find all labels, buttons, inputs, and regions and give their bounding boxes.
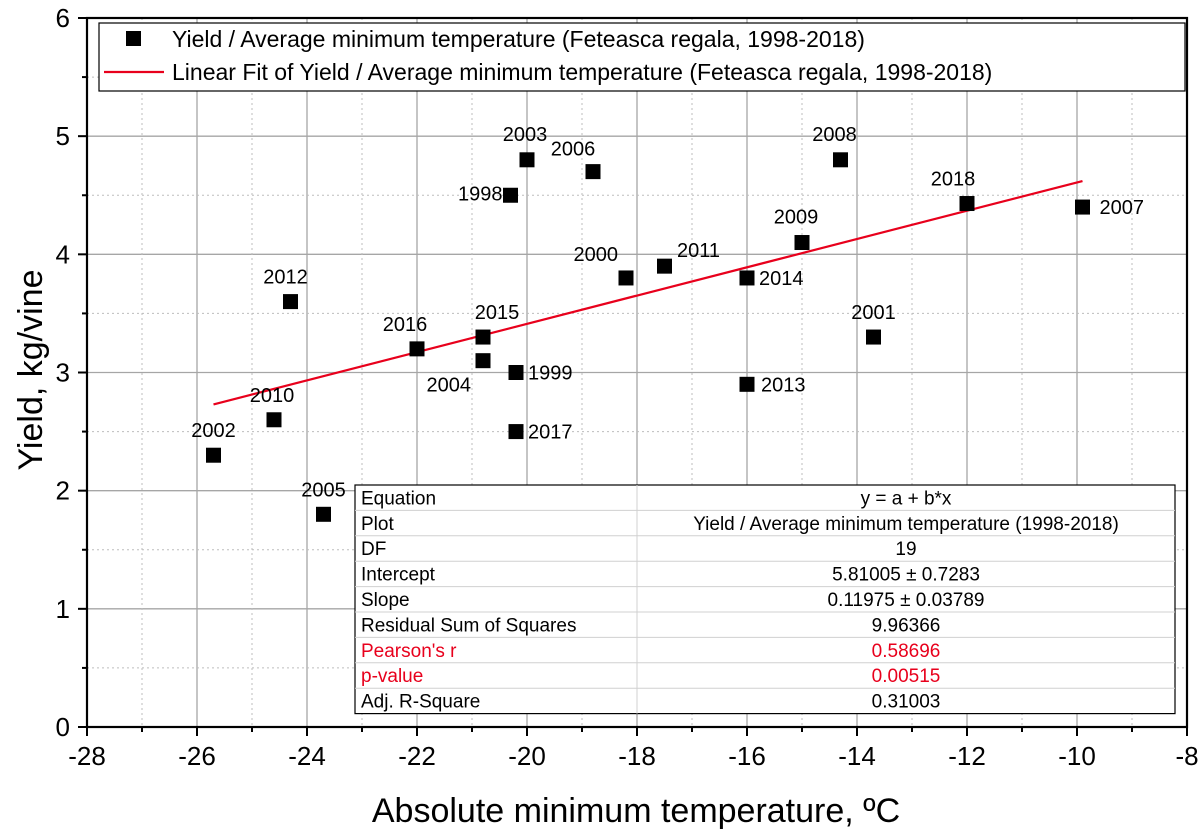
- x-tick-label: -26: [178, 741, 216, 771]
- y-tick-label: 5: [56, 121, 70, 151]
- data-point-1998: [503, 187, 518, 203]
- point-label-2007: 2007: [1100, 197, 1145, 219]
- y-axis-title: Yield, kg/vine: [12, 270, 50, 471]
- stats-label: Residual Sum of Squares: [361, 615, 576, 636]
- data-points: 1998 1999 2000 2001 2002 2003 2004 2005 2006 2007…: [191, 124, 1144, 522]
- x-tick-label: -12: [948, 741, 986, 771]
- point-label-2006: 2006: [551, 139, 596, 161]
- point-label-1999: 1999: [528, 363, 573, 385]
- stats-label: Pearson's r: [361, 641, 457, 662]
- point-label-2010: 2010: [250, 385, 295, 407]
- point-label-2015: 2015: [475, 302, 520, 324]
- data-point-2008: [833, 152, 848, 168]
- stats-value: 0.58696: [872, 641, 941, 662]
- stats-value: 0.31003: [872, 692, 941, 713]
- point-label-2000: 2000: [574, 244, 619, 266]
- point-label-2017: 2017: [528, 422, 573, 444]
- data-point-2009: [794, 235, 810, 251]
- x-tick-label: -24: [288, 741, 326, 771]
- x-tick-label: -16: [728, 741, 766, 771]
- point-label-2002: 2002: [191, 420, 236, 442]
- y-tick-label: 1: [56, 594, 70, 624]
- point-label-2005: 2005: [301, 479, 346, 501]
- x-tick-label: -8: [1175, 741, 1198, 771]
- point-label-2004: 2004: [427, 375, 472, 397]
- stats-value: y = a + b*x: [861, 488, 952, 509]
- fit-line-layer: [213, 180, 1083, 406]
- data-point-2002: [206, 447, 221, 463]
- data-point-2007: [1075, 199, 1090, 215]
- legend-label-fit: Linear Fit of Yield / Average minimum te…: [172, 59, 992, 85]
- data-point-2003: [519, 152, 535, 168]
- stats-value: Yield / Average minimum temperature (199…: [693, 514, 1119, 535]
- data-point-2010: [266, 412, 282, 428]
- x-tick-label: -20: [508, 741, 546, 771]
- y-tick-label: 4: [56, 239, 70, 269]
- legend-label-scatter: Yield / Average minimum temperature (Fet…: [172, 26, 865, 52]
- x-tick-label: -22: [398, 741, 436, 771]
- point-label-2009: 2009: [774, 207, 819, 229]
- stats-value: 0.00515: [872, 666, 941, 687]
- stats-label: Equation: [361, 488, 436, 509]
- legend-box: [98, 22, 1186, 92]
- stats-table-frame: [354, 484, 1176, 715]
- x-tick-label: -14: [838, 741, 876, 771]
- data-point-2017: [508, 424, 524, 440]
- data-point-2004: [475, 353, 491, 369]
- stats-label: Plot: [361, 514, 394, 535]
- data-point-2012: [283, 294, 298, 310]
- point-label-2016: 2016: [383, 314, 428, 336]
- point-label-2012: 2012: [263, 267, 308, 289]
- data-point-2005: [316, 506, 331, 522]
- stats-label: Adj. R-Square: [361, 692, 480, 713]
- point-label-2001: 2001: [851, 302, 896, 324]
- legend: Yield / Average minimum temperature (Fet…: [98, 22, 1186, 92]
- data-point-2006: [585, 164, 601, 180]
- point-label-2018: 2018: [931, 169, 976, 191]
- y-tick-label: 0: [56, 712, 70, 742]
- y-tick-label: 6: [56, 3, 70, 33]
- stats-value: 5.81005 ± 0.7283: [832, 565, 980, 586]
- x-tick-label: -18: [618, 741, 656, 771]
- data-point-2013: [739, 376, 755, 392]
- stats-table: Equation y = a + b*x Plot Yield / Average m…: [354, 484, 1176, 715]
- stats-value: 9.96366: [872, 615, 941, 636]
- data-point-2000: [618, 270, 634, 286]
- data-point-2011: [657, 258, 672, 274]
- stats-label: Intercept: [361, 565, 436, 586]
- data-point-2015: [475, 329, 491, 345]
- data-point-2014: [739, 270, 755, 286]
- plot-frame: -28 -26 -24 -22 -20 -18 -16 -14 -12 -10 -8 0 1 2 3 4 5 6: [56, 3, 1199, 771]
- y-tick-label: 2: [56, 476, 70, 506]
- stats-label: DF: [361, 539, 386, 560]
- legend-marker-square: [126, 31, 141, 46]
- point-label-2003: 2003: [503, 124, 548, 146]
- point-label-2014: 2014: [759, 268, 804, 290]
- stats-label: Slope: [361, 590, 410, 611]
- point-label-2013: 2013: [761, 374, 806, 396]
- data-point-1999: [508, 365, 524, 380]
- stats-label: p-value: [361, 666, 423, 687]
- linear-fit-line: [213, 180, 1083, 406]
- x-tick-label: -28: [68, 741, 106, 771]
- x-axis-title: Absolute minimum temperature, ºC: [372, 792, 900, 830]
- point-label-2008: 2008: [812, 124, 857, 146]
- data-point-2016: [409, 341, 425, 357]
- stats-value: 0.11975 ± 0.03789: [828, 590, 985, 611]
- data-point-2018: [959, 196, 975, 212]
- y-tick-label: 3: [56, 358, 70, 388]
- stats-value: 19: [895, 539, 916, 560]
- point-label-2011: 2011: [677, 240, 720, 262]
- point-label-1998: 1998: [458, 183, 503, 205]
- data-point-2001: [866, 329, 881, 345]
- x-tick-label: -10: [1058, 741, 1096, 771]
